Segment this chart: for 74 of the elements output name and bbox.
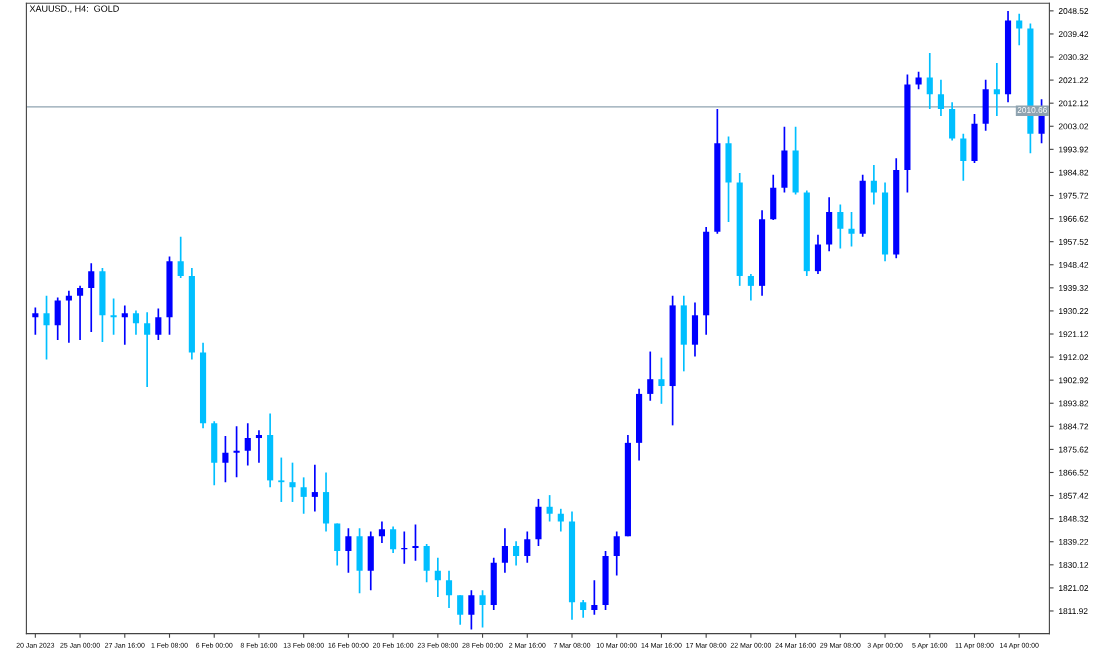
candlestick [591,579,598,616]
y-tick-label: 1912.02 [1059,354,1089,361]
candlestick [233,425,240,479]
candlestick [412,523,419,562]
candlestick [747,273,754,302]
y-tick-label: 2003.02 [1058,123,1089,130]
candlestick [546,494,553,523]
candlestick [445,569,453,609]
candlestick [658,356,665,405]
candlestick [43,294,50,361]
candlestick [513,540,520,567]
y-tick-label: 1966.62 [1059,215,1089,222]
candlestick [278,456,285,503]
y-tick-label: 2012.12 [1058,100,1089,107]
y-tick-label: 1857.42 [1059,492,1089,499]
y-tick-label: 1830.12 [1059,562,1089,568]
y-tick-label: 2021.22 [1058,77,1089,84]
candlestick [121,304,128,346]
candlestick [613,530,620,577]
candlestick [132,309,140,336]
y-tick-label: 1993.92 [1059,146,1089,153]
y-tick-label: 1893.82 [1059,400,1089,407]
y-tick-label: 1866.52 [1059,469,1089,476]
candlestick [255,429,263,464]
y-tick-label: 1839.22 [1059,538,1089,545]
candlestick [65,289,72,344]
candlestick [479,589,486,629]
y-tick-label: 1884.72 [1059,423,1089,430]
candlestick [501,527,508,574]
candlestick [88,262,95,333]
candlestick [76,285,84,341]
candlestick [993,62,1000,117]
y-tick-label: 1902.92 [1059,377,1089,384]
candlestick [937,78,945,117]
y-tick-label: 1921.12 [1059,331,1089,338]
y-tick-label: 1811.92 [1059,608,1088,615]
y-tick-label: 1948.42 [1059,261,1089,268]
candlestick [311,463,318,513]
candlestick [870,164,877,206]
y-tick-label: 1957.52 [1059,238,1089,245]
y-tick-label: 1930.22 [1059,308,1089,315]
y-tick-label: 1975.72 [1059,192,1089,199]
y-tick-label: 1939.32 [1059,285,1089,291]
candlestick [647,350,654,402]
candlestick [32,306,39,336]
candlestick [177,235,184,279]
candlestick [434,556,441,598]
y-tick-label: 1984.82 [1059,169,1089,176]
candlestick [345,527,352,574]
chart-title: XAUUSD., H4: GOLD [29,5,119,13]
ref-line-label: 2010.66 [1017,107,1047,114]
candlestick [848,211,855,248]
candlestick [524,530,531,564]
candlestick [300,476,307,515]
candlestick [244,422,251,467]
y-tick-label: 2039.42 [1058,31,1089,38]
candlestick [457,594,464,626]
y-tick-label: 1821.02 [1059,585,1089,591]
candlestick [110,297,117,336]
candlestick [144,311,151,388]
candlestick [926,52,933,110]
candlestick [155,307,162,341]
candlestick [289,461,296,503]
candlestick [378,520,386,544]
candlestick [837,203,844,250]
y-tick-label: 1875.62 [1059,446,1089,453]
y-tick-label: 2030.32 [1058,54,1089,61]
y-tick-label: 1848.32 [1059,515,1089,522]
candlestick [401,530,408,565]
y-tick-label: 2048.52 [1058,8,1089,14]
candlestick [960,132,967,182]
candlestick [390,525,397,554]
candlestick [468,589,475,631]
candlestick [222,435,229,484]
